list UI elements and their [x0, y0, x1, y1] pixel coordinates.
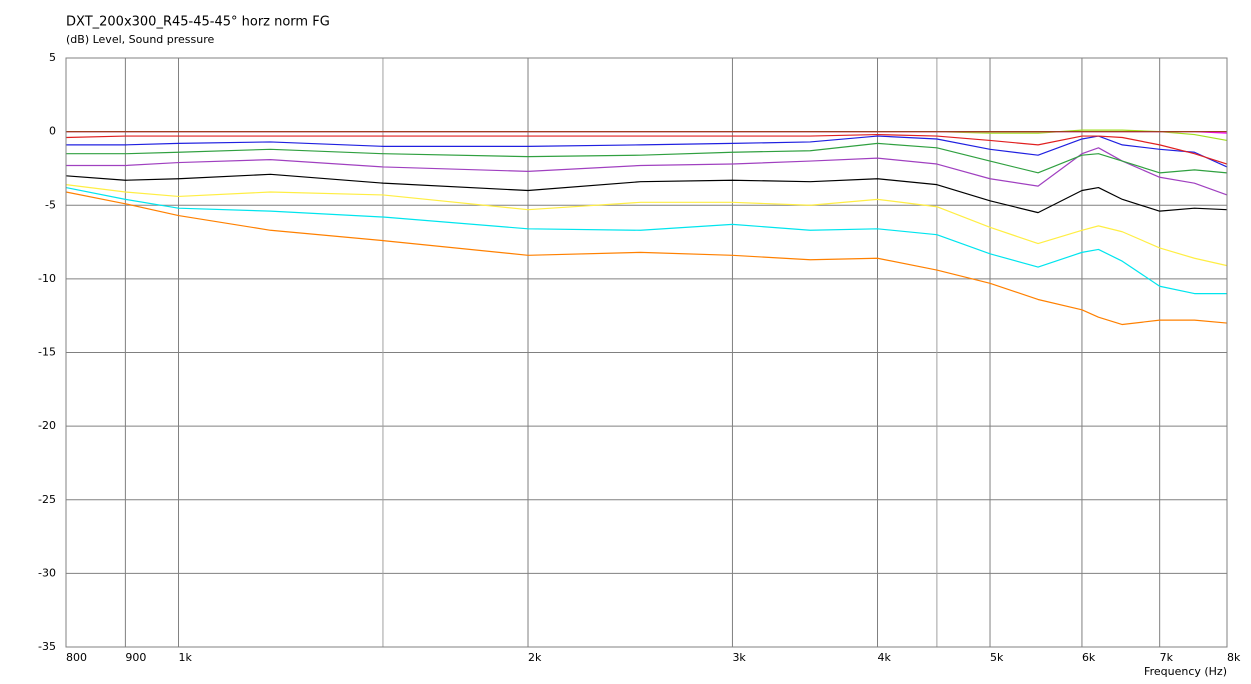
- y-tick-label: -20: [38, 419, 56, 432]
- data-line: [65, 173, 1228, 214]
- x-tick-label: 2k: [528, 651, 542, 664]
- data-line: [66, 135, 1228, 168]
- x-tick-label: 4k: [878, 651, 892, 664]
- y-tick-label: -35: [38, 640, 56, 653]
- x-tick-label: 800: [66, 651, 87, 664]
- y-tick-label: -10: [38, 272, 56, 285]
- x-tick-label: 8k: [1227, 651, 1241, 664]
- x-tick-label: 5k: [990, 651, 1004, 664]
- x-tick-label: 7k: [1160, 651, 1174, 664]
- grid: [65, 57, 1228, 648]
- data-line: [66, 142, 1228, 174]
- data-line: [65, 133, 1228, 165]
- plot-frame: [65, 57, 1228, 648]
- x-tick-label: 900: [125, 651, 146, 664]
- lines: [65, 129, 1228, 326]
- chart-title: DXT_200x300_R45-45-45° horz norm FG: [66, 15, 330, 30]
- y-tick-label: 5: [49, 51, 56, 64]
- y-tick-label: -25: [38, 493, 56, 506]
- y-tick-label: -5: [45, 198, 56, 211]
- y-tick-label: -15: [38, 346, 56, 359]
- x-tick-label: 1k: [179, 651, 193, 664]
- data-line: [65, 184, 1228, 267]
- x-axis-label: Frequency (Hz): [1144, 665, 1227, 678]
- data-line: [65, 191, 1228, 326]
- x-tick-label: 3k: [732, 651, 746, 664]
- y-tick-label: 0: [49, 125, 56, 138]
- data-line: [65, 186, 1227, 295]
- x-tick-label: 6k: [1082, 651, 1096, 664]
- y-tick-label: -30: [38, 566, 56, 579]
- chart-subtitle: (dB) Level, Sound pressure: [66, 33, 215, 46]
